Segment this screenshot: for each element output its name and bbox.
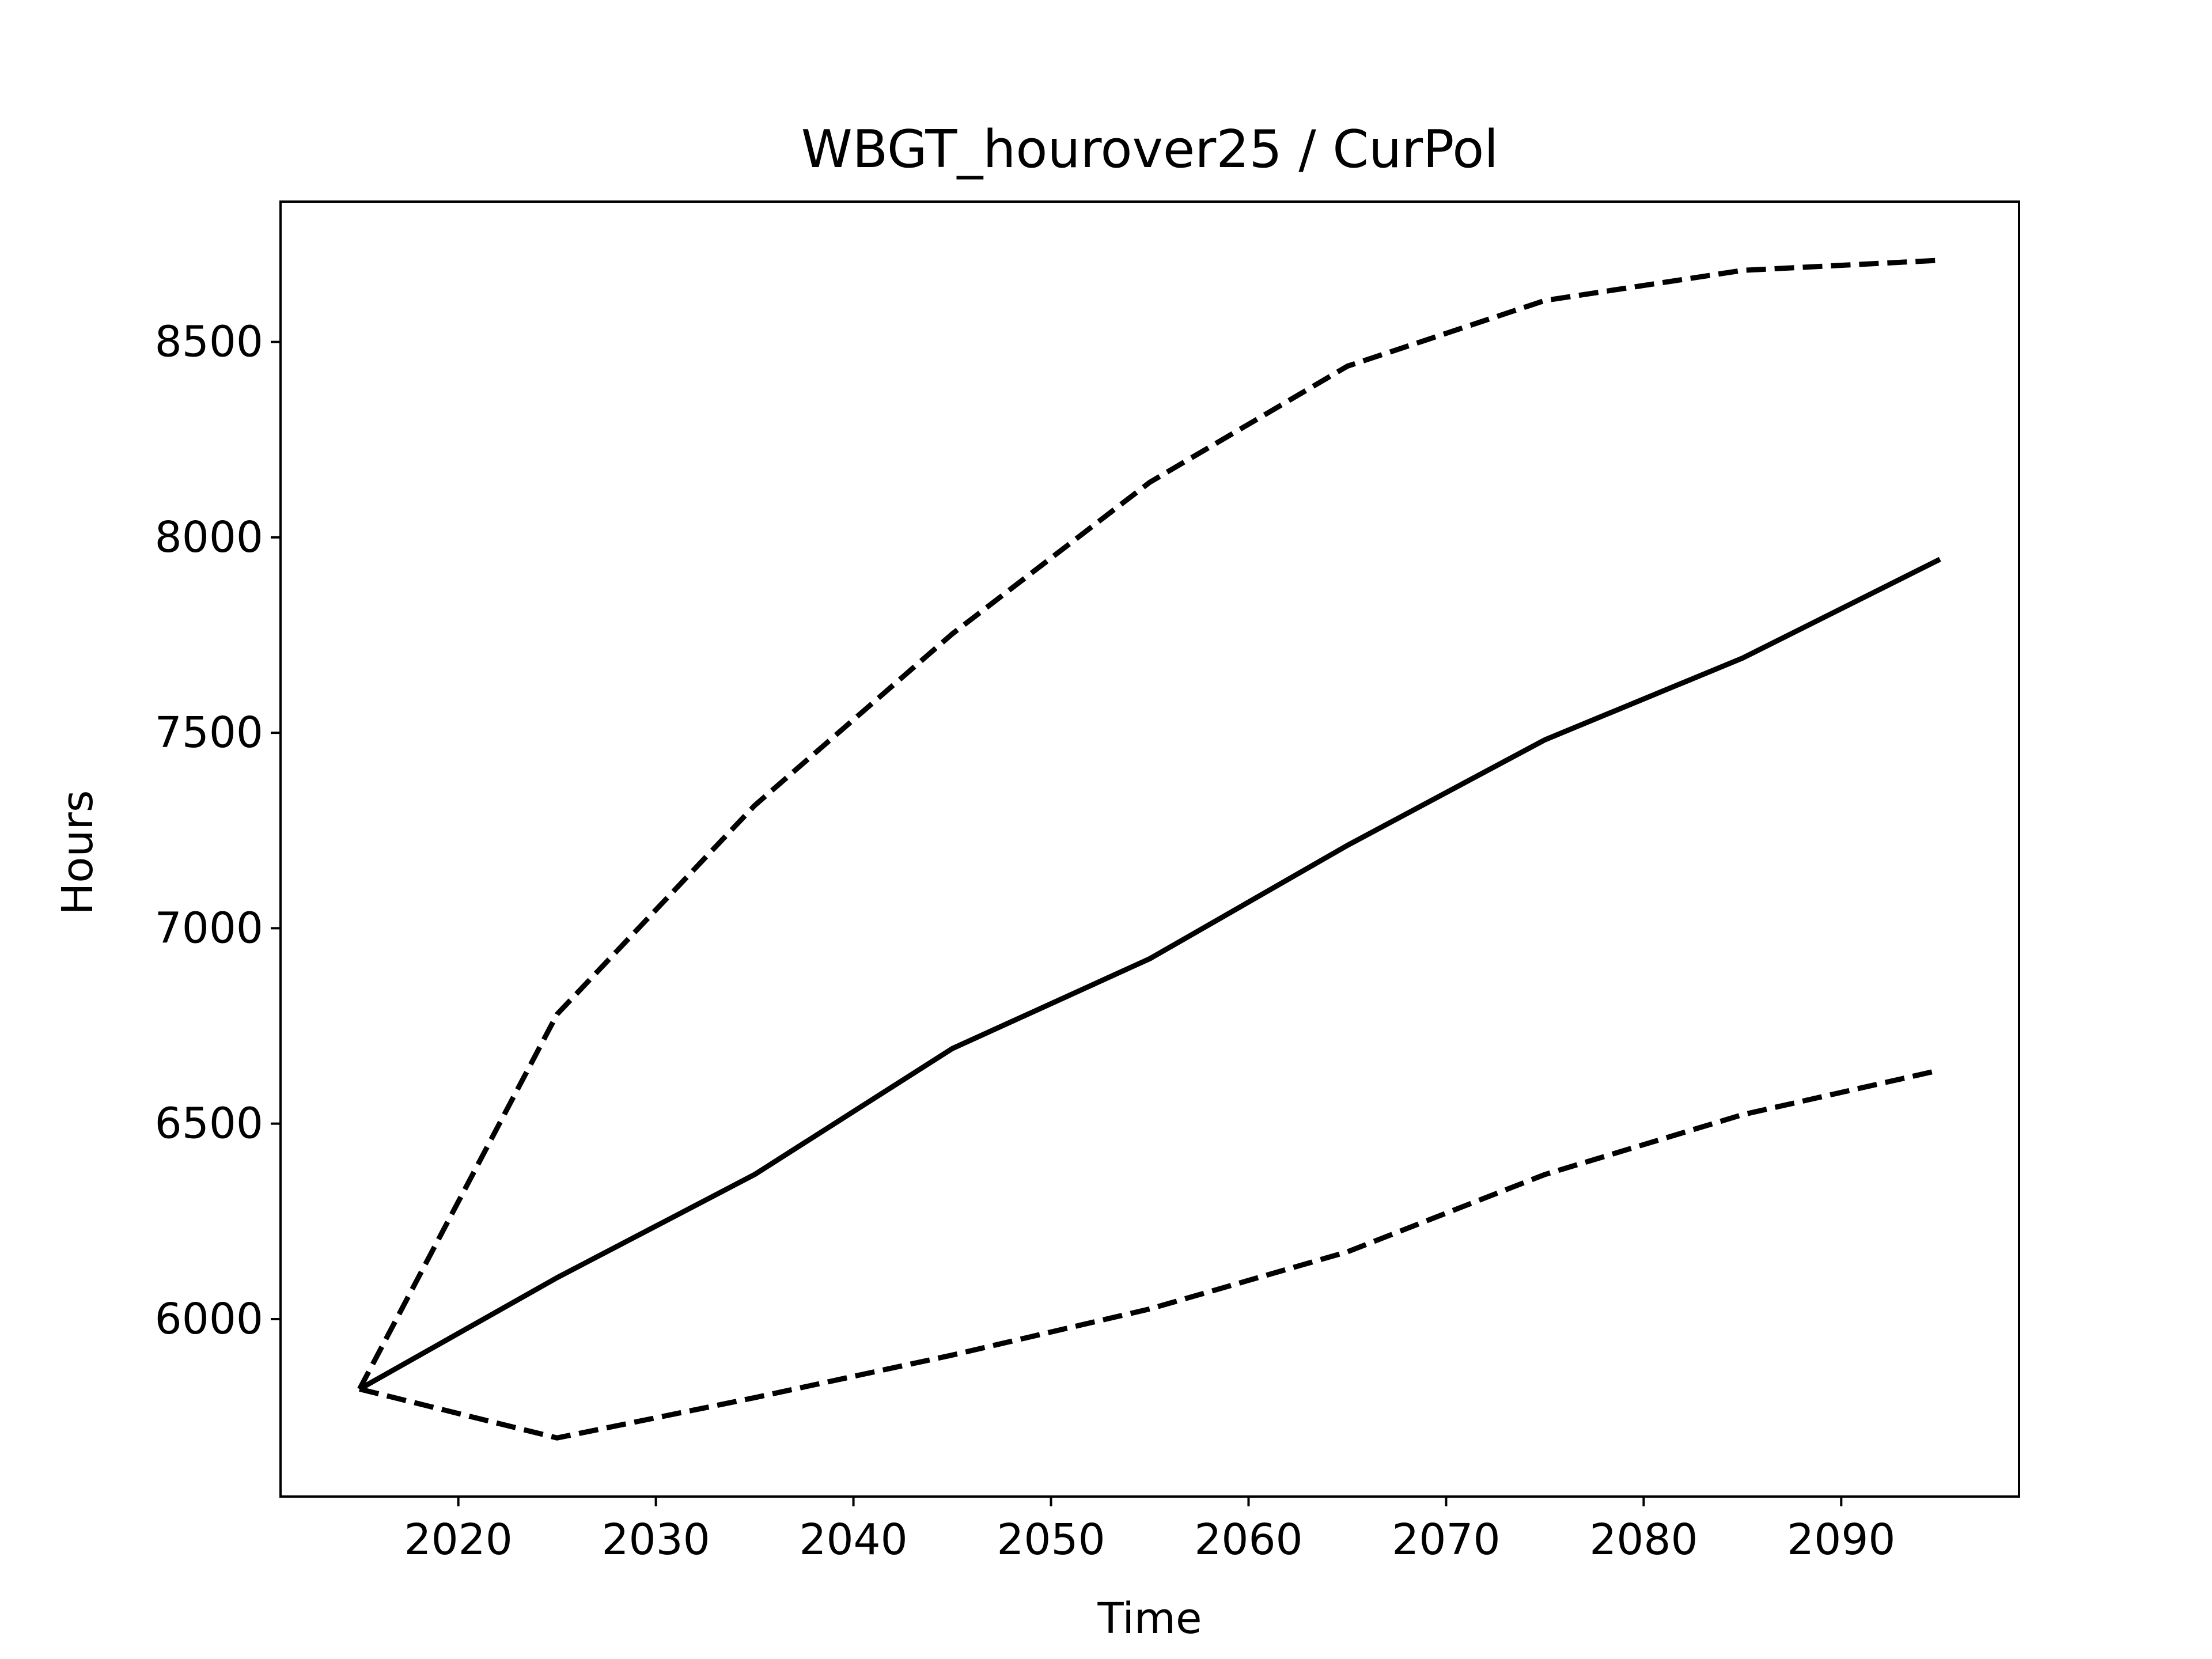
x-tick-label: 2040 [799,1515,907,1565]
y-tick-label: 6000 [155,1294,263,1344]
x-tick-label: 2060 [1194,1515,1302,1565]
x-tick-label: 2070 [1392,1515,1500,1565]
y-tick-label: 8500 [155,317,263,367]
x-tick-label: 2020 [404,1515,512,1565]
line-series [358,556,1941,1392]
y-tick-label: 8000 [155,513,263,562]
x-axis-label: Time [1097,1594,1202,1643]
line-series [359,1067,1941,1441]
x-tick-label: 2030 [601,1515,710,1565]
y-tick-label: 7000 [155,903,263,953]
x-tick-label: 2050 [997,1515,1105,1565]
x-tick-label: 2090 [1787,1515,1895,1565]
plot-frame [279,200,2020,1498]
y-tick-label: 7500 [155,708,263,757]
x-tick-label: 2080 [1589,1515,1698,1565]
chart-title: WBGT_hourover25 / CurPol [801,119,1499,180]
y-tick-label: 6500 [155,1099,263,1149]
y-axis-label: Hours [53,790,103,915]
line-series [357,257,1941,1391]
